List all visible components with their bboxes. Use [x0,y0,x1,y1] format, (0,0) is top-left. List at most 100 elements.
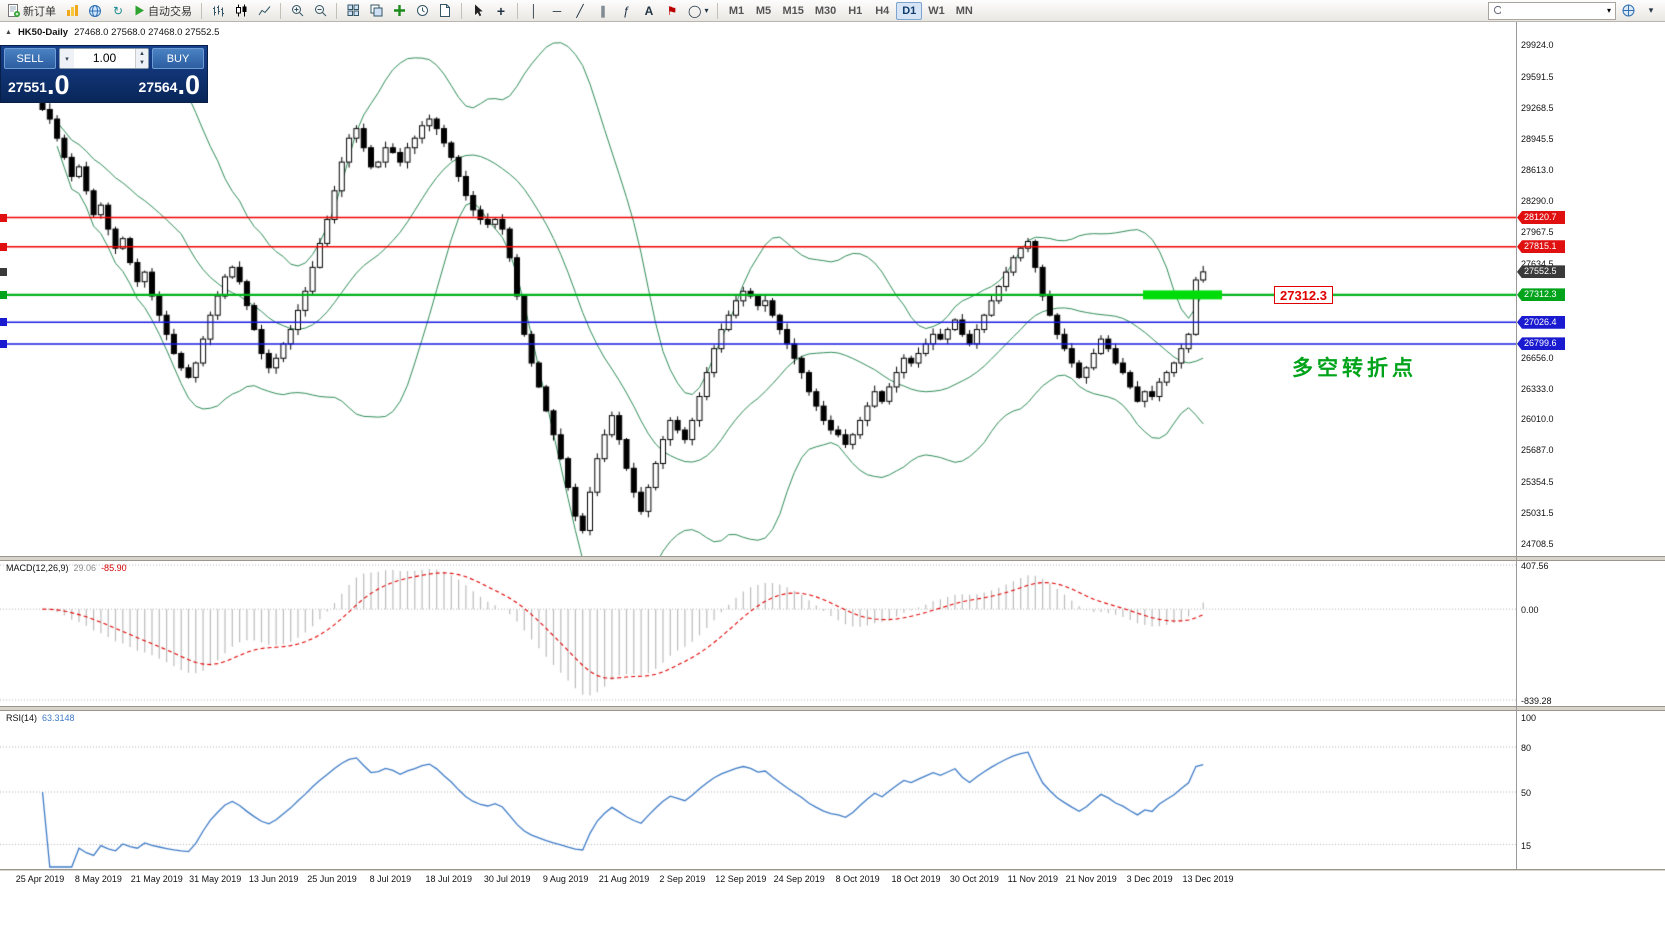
price-tick: 29591.5 [1521,71,1554,82]
toolbar-separator [201,2,202,19]
price-tick: 24708.5 [1521,539,1554,549]
trade-prices-row: 27551 .0 27564 .0 [1,71,207,100]
bar-chart-icon[interactable] [207,1,229,21]
time-axis-label: 13 Dec 2019 [1182,874,1234,884]
price-tick: 27634.5 [1521,259,1554,270]
timeframe-m15-button[interactable]: M15 [777,2,808,20]
panel-separator[interactable] [0,706,1665,711]
text-tool[interactable]: A [638,1,660,21]
macd-name: MACD(12,26,9) [6,563,69,573]
price-tick: 27967.5 [1521,227,1554,238]
chevron-down-icon[interactable]: ▾ [1640,1,1662,21]
price-tick: 25031.5 [1521,508,1554,519]
main-chart-canvas[interactable] [0,22,1516,556]
zoom-out-icon[interactable] [309,1,331,21]
buy-button[interactable]: BUY [152,48,204,69]
periods-icon[interactable] [411,1,433,21]
symbol-search[interactable]: ▾ [1488,1,1616,20]
refresh-icon[interactable]: ↻ [107,1,129,21]
cascade-windows-icon[interactable] [365,1,387,21]
templates-icon[interactable] [434,1,456,21]
symbol-ohlc: 27468.0 27568.0 27468.0 27552.5 [74,27,220,38]
community-icon[interactable] [1617,1,1639,21]
channel-tool[interactable]: ∥ [592,1,614,21]
auto-trading-button[interactable]: 自动交易 [130,1,196,21]
time-axis-label: 9 Aug 2019 [542,874,589,884]
volume-dropdown-icon[interactable]: ▾ [60,49,74,68]
search-input[interactable] [1503,4,1604,17]
timeframe-m1-button[interactable]: M1 [723,2,749,20]
price-callout-label[interactable]: 27312.3 [1274,286,1333,304]
buy-price[interactable]: 27564 .0 [139,71,200,100]
fibonacci-tool[interactable]: ƒ [615,1,637,21]
market-watch-icon[interactable] [84,1,106,21]
volume-up-icon[interactable]: ▲ [136,49,148,59]
price-tick: 29924.0 [1521,40,1554,50]
template-glyph [440,4,450,17]
crosshair-glyph: + [496,2,506,19]
new-order-button[interactable]: 新订单 [3,1,60,21]
time-axis-label: 25 Apr 2019 [15,874,65,884]
vertical-line-tool[interactable]: │ [523,1,545,21]
toolbar-separator [461,2,462,19]
buy-price-pips: .0 [177,70,200,100]
time-axis-label: 24 Sep 2019 [773,874,825,884]
hline-icon: ─ [552,3,562,18]
chinese-annotation[interactable]: 多空转折点 [1292,357,1417,380]
sell-price-main: 27551 [8,79,47,95]
globe-icon [89,4,101,17]
crosshair-icon[interactable]: + [490,1,512,21]
price-tag: 28120.7 [1517,211,1565,225]
rsi-tick: 50 [1521,788,1532,798]
line-left-marker [0,267,7,276]
timeframe-h1-button[interactable]: H1 [842,2,868,20]
chevron-glyph: ▾ [1648,5,1654,15]
sell-price[interactable]: 27551 .0 [8,71,69,100]
zoom-in-icon[interactable] [286,1,308,21]
price-axis-border [1516,22,1517,869]
one-click-trading-panel: SELL ▾ 1.00 ▲ ▼ BUY 27551 .0 27564 .0 [0,45,208,103]
auto-trading-label: 自动交易 [148,5,192,18]
timeframe-m30-button[interactable]: M30 [810,2,841,20]
rsi-panel-canvas[interactable] [0,711,1516,869]
volume-stepper[interactable]: ▾ 1.00 ▲ ▼ [59,48,149,69]
label-tool[interactable]: ⚑ [661,1,683,21]
line-chart-icon[interactable] [253,1,275,21]
volume-spin: ▲ ▼ [135,49,148,68]
price-tick: 25354.5 [1521,477,1554,488]
panel-separator[interactable] [0,556,1665,561]
trendline-icon: ╱ [576,3,584,18]
collapse-icon[interactable]: ▲ [5,29,12,36]
horizontal-line-tool[interactable]: ─ [546,1,568,21]
tile-windows-icon[interactable] [342,1,364,21]
sell-price-pips: .0 [46,70,70,100]
timeframe-mn-button[interactable]: MN [951,2,978,20]
profile-bars-icon [66,5,78,16]
volume-down-icon[interactable]: ▼ [136,58,148,68]
volume-value[interactable]: 1.00 [92,51,117,65]
timeframe-m5-button[interactable]: M5 [750,2,776,20]
time-axis-label: 30 Oct 2019 [949,874,999,884]
candlestick-chart-icon[interactable] [230,1,252,21]
cursor-icon[interactable] [467,1,489,21]
sell-button[interactable]: SELL [4,48,56,69]
timeframe-h4-button[interactable]: H4 [869,2,895,20]
search-icon [1493,5,1501,14]
price-tick: 29268.5 [1521,102,1554,113]
line-left-marker [0,242,7,251]
indicators-icon[interactable] [388,1,410,21]
macd-panel-canvas[interactable] [0,561,1516,706]
rsi-tick: 100 [1521,713,1537,723]
chevron-down-icon: ▾ [704,5,709,15]
trendline-tool[interactable]: ╱ [569,1,591,21]
timeframe-w1-button[interactable]: W1 [923,2,950,20]
price-tick: 26656.0 [1521,352,1554,363]
timeframe-d1-button[interactable]: D1 [896,1,923,20]
macd-tick: 0.00 [1521,605,1539,616]
zoom-out-glyph [314,5,326,17]
chart-title: ▲ HK50-Daily 27468.0 27568.0 27468.0 275… [5,27,219,38]
text-icon: A [644,3,654,18]
shapes-tool[interactable]: ◯ ▾ [684,1,712,21]
charts-profile-icon[interactable] [61,1,83,21]
